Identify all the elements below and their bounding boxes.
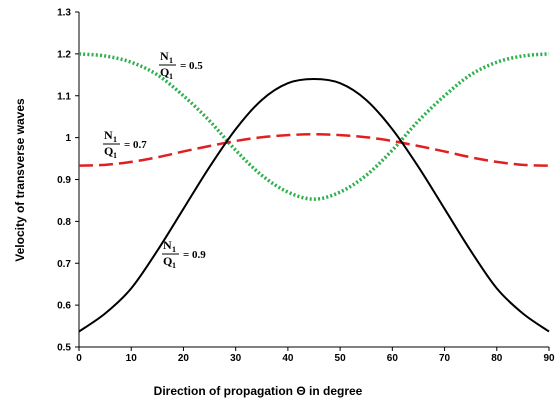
x-tick-label: 20 <box>178 353 190 364</box>
y-tick-label: 1.2 <box>57 49 71 60</box>
y-tick-label: 1 <box>65 133 71 144</box>
annotation-value: = 0.5 <box>180 60 203 72</box>
series-ratio-0-9-line <box>78 77 550 333</box>
x-axis-ticks: 0 10 20 30 40 50 60 70 80 90 <box>76 347 555 364</box>
x-axis-title: Direction of propagation Θ in degree <box>154 384 363 398</box>
annotation-denominator: Q <box>104 144 113 158</box>
x-tick-label: 50 <box>335 353 347 364</box>
y-tick-label: 0.6 <box>57 301 71 312</box>
annotation-ratio-0-5: N 1Q 1 = 0.5 <box>159 49 203 81</box>
annotation-ratio-0-9: N 1Q 1 = 0.9 <box>162 238 206 270</box>
annotation-value: = 0.9 <box>183 249 206 261</box>
y-axis-ticks: 0.5 0.6 0.7 0.8 0.9 1 1.1 1.2 1.3 <box>57 8 79 354</box>
x-tick-label: 40 <box>282 353 294 364</box>
annotation-numerator-subscript: 1 <box>172 245 176 254</box>
plot-area <box>78 12 549 348</box>
annotation-denominator: Q <box>163 254 172 268</box>
annotation-denominator: Q <box>160 65 169 79</box>
series-ratio-0-5-line <box>78 52 550 201</box>
x-tick-label: 10 <box>126 353 138 364</box>
x-tick-label: 80 <box>491 353 503 364</box>
y-tick-label: 0.8 <box>57 217 71 228</box>
series-layer <box>78 52 550 333</box>
x-tick-label: 0 <box>76 353 82 364</box>
annotations: N 1Q 1= 0.5N 1Q 1= 0.7N 1Q 1= 0.9 <box>103 49 206 270</box>
y-tick-label: 1.1 <box>57 91 71 102</box>
annotation-denominator-subscript: 1 <box>172 261 176 270</box>
series-ratio-0-7-line <box>78 133 550 167</box>
y-tick-label: 0.9 <box>57 175 71 186</box>
y-axis-title: Velocity of transverse waves <box>13 98 27 262</box>
y-tick-label: 0.7 <box>57 259 71 270</box>
x-tick-label: 70 <box>439 353 451 364</box>
annotation-numerator-subscript: 1 <box>169 56 173 65</box>
y-tick-label: 1.3 <box>57 8 71 19</box>
annotation-denominator-subscript: 1 <box>169 72 173 81</box>
annotation-numerator: N <box>160 49 169 63</box>
x-tick-label: 90 <box>543 353 555 364</box>
annotation-numerator: N <box>104 128 113 142</box>
y-tick-label: 0.5 <box>57 343 71 354</box>
annotation-value: = 0.7 <box>124 139 147 151</box>
annotation-numerator: N <box>163 238 172 252</box>
x-tick-label: 30 <box>230 353 242 364</box>
annotation-denominator-subscript: 1 <box>113 151 117 160</box>
x-tick-label: 60 <box>387 353 399 364</box>
annotation-numerator-subscript: 1 <box>113 135 117 144</box>
annotation-ratio-0-7: N 1Q 1 = 0.7 <box>103 128 147 160</box>
